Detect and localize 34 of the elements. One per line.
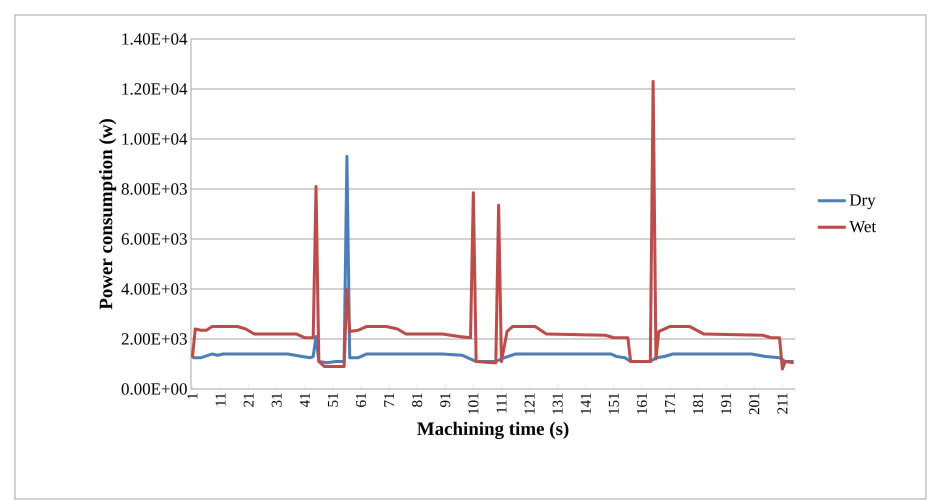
x-axis-title: Machining time (s) (417, 422, 568, 440)
x-tick-label: 141 (580, 393, 591, 414)
legend-label: Wet (849, 220, 876, 232)
x-tick-label: 171 (665, 393, 675, 414)
y-tick-label: 8.00E+03 (122, 183, 187, 195)
y-tick-label: 6.00E+03 (122, 233, 187, 245)
x-tick-label: 111 (496, 393, 506, 413)
x-tick-label: 121 (524, 393, 534, 414)
x-tick-label: 101 (468, 393, 478, 414)
x-tick-label: 181 (693, 393, 704, 414)
y-axis-title: Power consumption (w) (99, 119, 116, 310)
y-tick-label: 1.40E+04 (122, 33, 188, 45)
y-tick-label: 2.00E+03 (122, 333, 187, 345)
x-tick-label: 161 (636, 393, 647, 414)
x-tick-label: 201 (749, 393, 760, 414)
x-tick-label: 81 (412, 393, 422, 407)
x-tick-label: 51 (328, 393, 338, 407)
y-tick-label: 0.00E+00 (122, 383, 187, 395)
x-tick-label: 211 (777, 393, 788, 414)
x-tick-label: 41 (300, 393, 310, 408)
x-tick-label: 61 (356, 393, 366, 407)
y-tick-label: 4.00E+03 (121, 283, 187, 295)
x-tick-label: 31 (272, 393, 282, 407)
y-tick-label: 1.20E+04 (122, 83, 188, 95)
legend-label: Dry (850, 194, 876, 210)
x-tick-label: 21 (244, 393, 254, 407)
x-tick-label: 91 (440, 393, 450, 407)
x-tick-label: 191 (721, 393, 732, 414)
x-tick-label: 131 (552, 393, 563, 414)
x-tick-label: 1 (187, 393, 198, 399)
y-tick-label: 1.00E+04 (122, 133, 188, 145)
x-tick-label: 71 (384, 393, 394, 406)
x-tick-label: 11 (216, 393, 226, 406)
x-tick-label: 151 (608, 393, 619, 414)
